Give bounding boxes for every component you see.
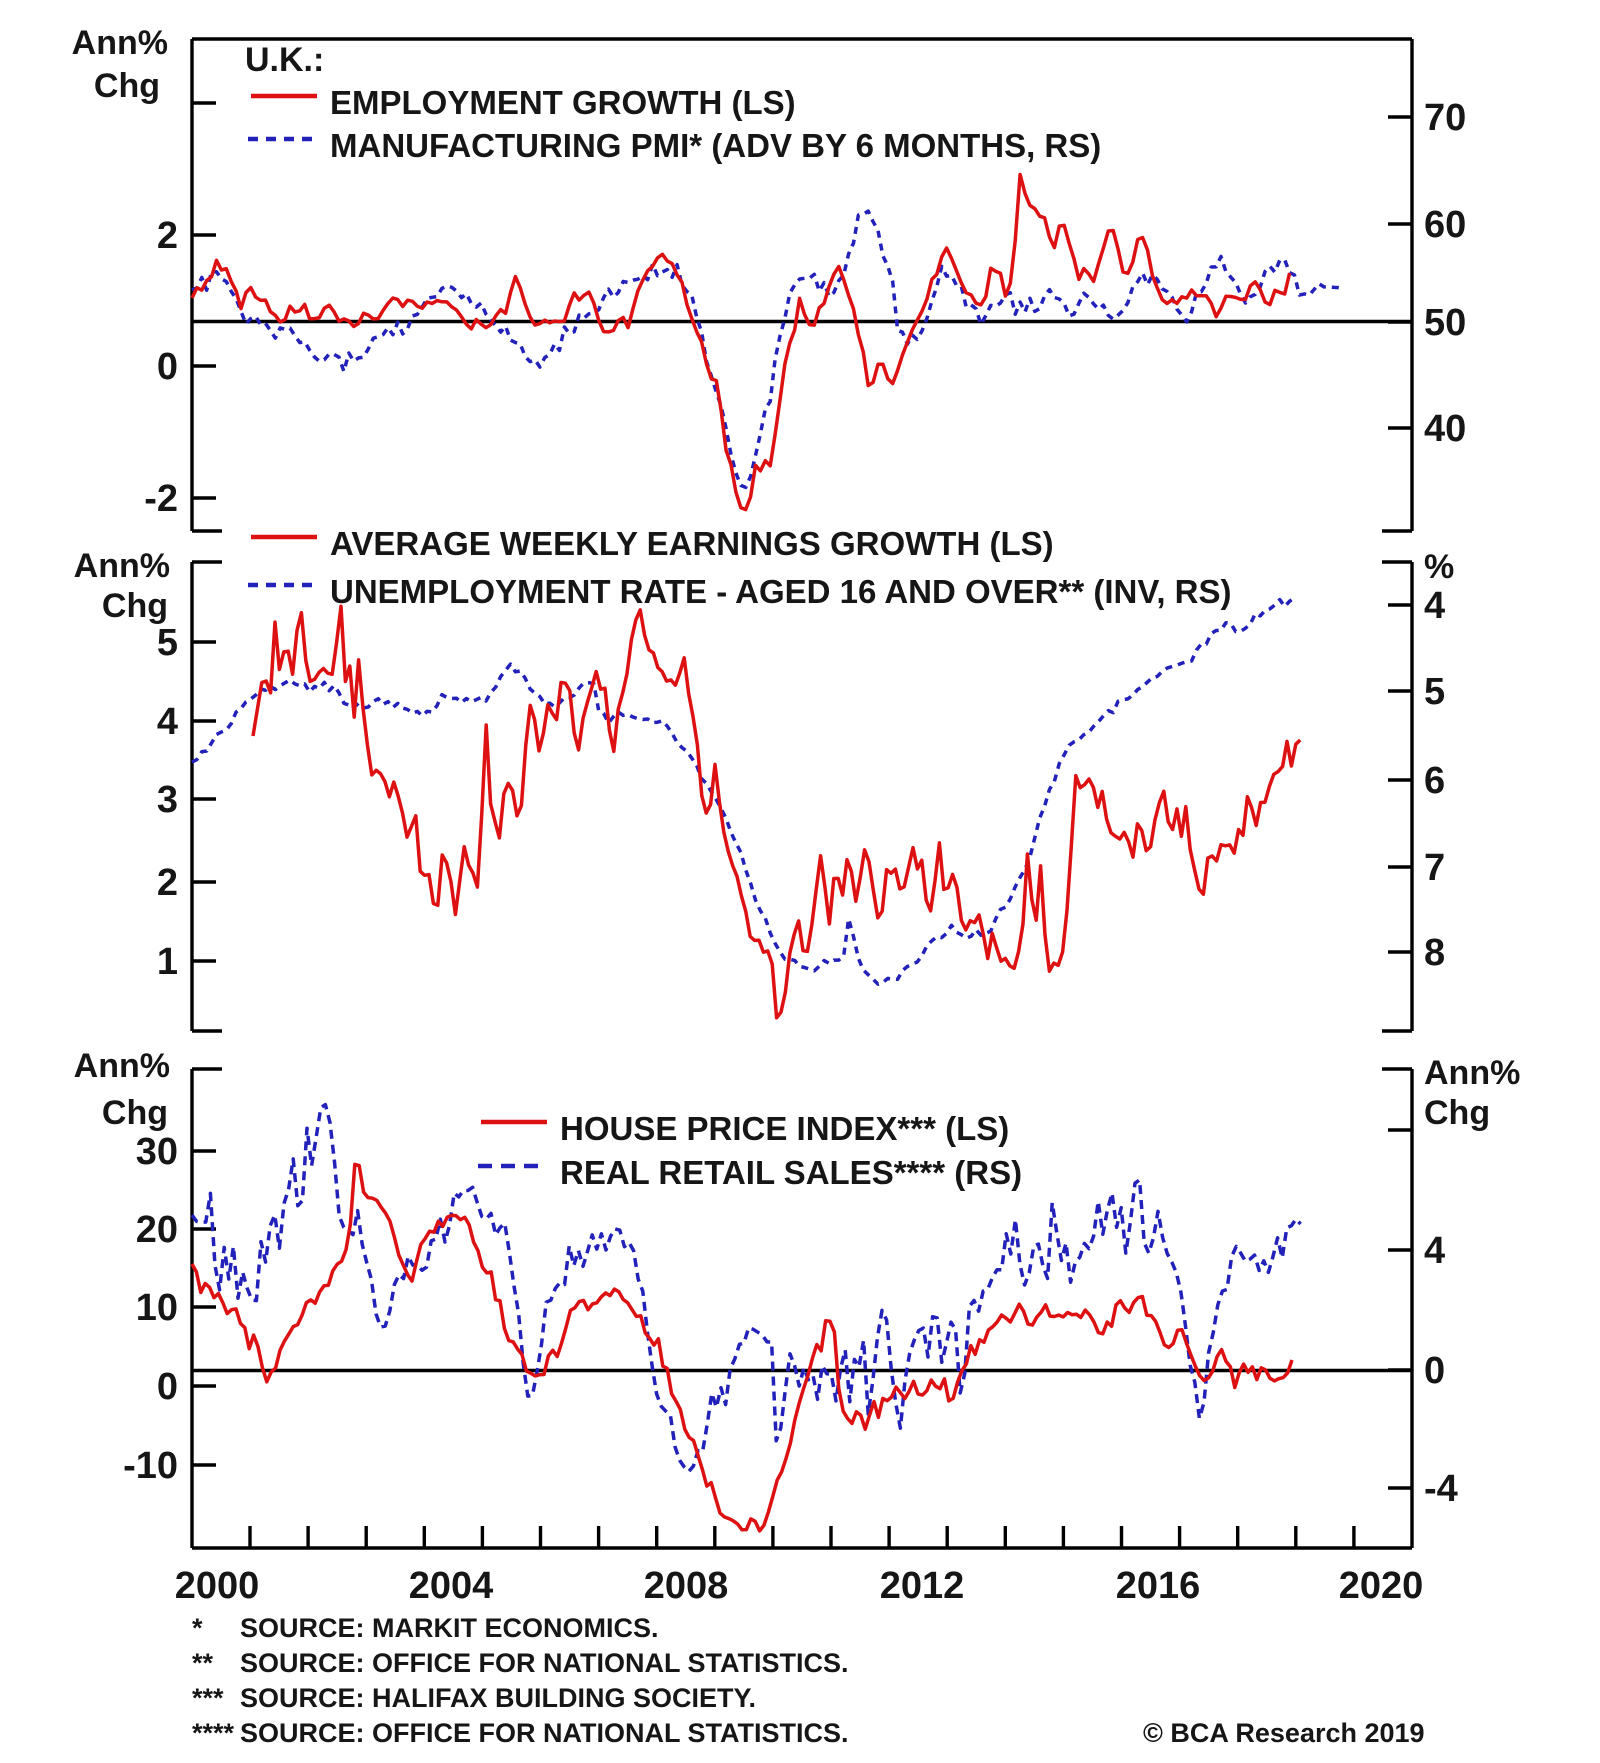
svg-text:2020: 2020 (1339, 1565, 1424, 1607)
svg-text:5: 5 (157, 622, 178, 664)
svg-text:UNEMPLOYMENT RATE - AGED 16 AN: UNEMPLOYMENT RATE - AGED 16 AND OVER** (… (330, 573, 1232, 610)
svg-text:SOURCE: OFFICE FOR NATIONAL ST: SOURCE: OFFICE FOR NATIONAL STATISTICS. (240, 1648, 849, 1678)
svg-text:50: 50 (1424, 302, 1466, 344)
svg-text:SOURCE: MARKIT ECONOMICS.: SOURCE: MARKIT ECONOMICS. (240, 1613, 659, 1643)
svg-text:EMPLOYMENT GROWTH (LS): EMPLOYMENT GROWTH (LS) (330, 84, 796, 121)
svg-text:-10: -10 (123, 1445, 178, 1487)
svg-text:2012: 2012 (880, 1565, 965, 1607)
svg-text:0: 0 (157, 1366, 178, 1408)
svg-text:SOURCE: OFFICE FOR NATIONAL ST: SOURCE: OFFICE FOR NATIONAL STATISTICS. (240, 1718, 849, 1748)
svg-text:10: 10 (136, 1287, 178, 1329)
svg-text:Chg: Chg (102, 587, 168, 625)
svg-text:2016: 2016 (1116, 1565, 1201, 1607)
svg-text:2: 2 (157, 215, 178, 257)
svg-text:20: 20 (136, 1209, 178, 1251)
svg-text:2008: 2008 (644, 1565, 729, 1607)
svg-text:2: 2 (157, 862, 178, 904)
svg-text:U.K.:: U.K.: (245, 41, 324, 79)
svg-text:SOURCE: HALIFAX BUILDING SOCIE: SOURCE: HALIFAX BUILDING SOCIETY. (240, 1683, 756, 1713)
svg-text:0: 0 (157, 346, 178, 388)
svg-text:Ann%: Ann% (72, 24, 168, 62)
svg-text:0: 0 (1424, 1350, 1445, 1392)
svg-text:***: *** (192, 1683, 224, 1713)
svg-text:Chg: Chg (1424, 1094, 1490, 1132)
svg-text:5: 5 (1424, 671, 1445, 713)
svg-text:60: 60 (1424, 204, 1466, 246)
svg-text:3: 3 (157, 779, 178, 821)
svg-text:70: 70 (1424, 97, 1466, 139)
svg-text:4: 4 (157, 701, 178, 743)
svg-text:30: 30 (136, 1131, 178, 1173)
svg-text:2000: 2000 (175, 1565, 260, 1607)
svg-text:Ann%: Ann% (1424, 1054, 1520, 1092)
svg-text:40: 40 (1424, 408, 1466, 450)
svg-text:HOUSE PRICE INDEX*** (LS): HOUSE PRICE INDEX*** (LS) (560, 1110, 1009, 1147)
svg-text:%: % (1424, 548, 1454, 586)
svg-text:4: 4 (1424, 585, 1445, 627)
svg-text:*: * (192, 1613, 203, 1643)
svg-text:Ann%: Ann% (74, 1047, 170, 1085)
svg-text:2004: 2004 (409, 1565, 494, 1607)
svg-text:1: 1 (157, 941, 178, 983)
svg-text:-2: -2 (144, 478, 178, 520)
svg-text:6: 6 (1424, 760, 1445, 802)
svg-text:Chg: Chg (94, 67, 160, 105)
svg-text:REAL RETAIL SALES**** (RS): REAL RETAIL SALES**** (RS) (560, 1154, 1022, 1191)
svg-text:7: 7 (1424, 847, 1445, 889)
svg-text:**: ** (192, 1648, 214, 1678)
svg-text:8: 8 (1424, 932, 1445, 974)
svg-text:****: **** (192, 1718, 235, 1748)
svg-text:© BCA Research 2019: © BCA Research 2019 (1143, 1718, 1425, 1748)
svg-text:4: 4 (1424, 1230, 1445, 1272)
svg-text:Chg: Chg (102, 1094, 168, 1132)
svg-text:AVERAGE WEEKLY EARNINGS GROWTH: AVERAGE WEEKLY EARNINGS GROWTH (LS) (330, 525, 1054, 562)
svg-text:MANUFACTURING PMI* (ADV BY 6 M: MANUFACTURING PMI* (ADV BY 6 MONTHS, RS) (330, 127, 1101, 164)
svg-text:-4: -4 (1424, 1468, 1458, 1510)
svg-text:Ann%: Ann% (74, 547, 170, 585)
